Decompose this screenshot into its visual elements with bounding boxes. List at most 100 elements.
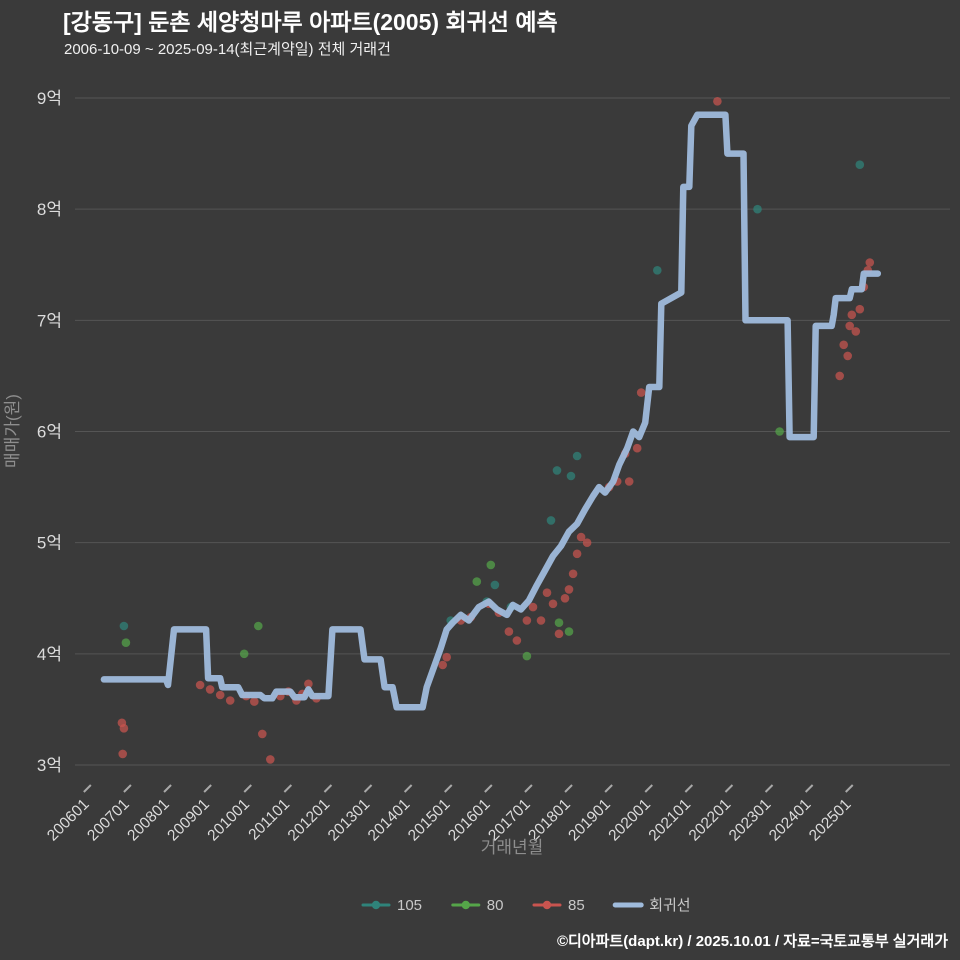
x-tick-label: 201001	[204, 796, 253, 845]
x-tick-label: 201301	[325, 796, 374, 845]
x-tick-mark	[123, 784, 132, 793]
data-point-85	[554, 629, 564, 639]
data-point-85	[205, 685, 215, 694]
data-point-85	[266, 755, 275, 764]
x-tick-mark	[524, 784, 533, 793]
y-tick-label: 3억	[37, 756, 62, 775]
legend-label: 80	[487, 897, 504, 914]
legend-label: 85	[568, 897, 585, 914]
x-tick-mark	[724, 784, 734, 793]
data-point-85	[843, 351, 852, 361]
y-tick-label: 6억	[37, 423, 62, 442]
data-point-85	[250, 697, 259, 706]
x-tick-label: 200601	[44, 796, 93, 845]
data-point-85	[855, 304, 865, 314]
y-axis-title: 매매가(원)	[3, 394, 22, 468]
x-axis-ticks: 2006012007012008012009012010012011012012…	[44, 784, 855, 845]
regression-line	[100, 111, 882, 711]
data-point-85	[845, 321, 854, 331]
x-tick-label: 202401	[766, 796, 815, 845]
data-point-85	[572, 549, 582, 559]
y-tick-label: 4억	[37, 645, 62, 664]
legend: 105 80 85 회귀선	[361, 897, 691, 914]
data-point-80	[239, 649, 249, 659]
legend-item-회귀선[interactable]: 회귀선	[612, 897, 691, 914]
data-point-80	[253, 621, 263, 631]
y-tick-label: 7억	[37, 311, 62, 330]
y-axis-ticks: 3억 4억 5억 6억 7억 8억 9억	[37, 89, 62, 775]
data-point-85	[225, 696, 235, 705]
legend-item-80[interactable]: 80	[451, 897, 504, 914]
data-point-85	[636, 388, 646, 397]
data-point-85	[438, 660, 448, 670]
x-tick-mark	[283, 784, 293, 793]
legend-label: 105	[397, 897, 422, 914]
data-point-105	[552, 466, 562, 475]
data-point-85	[442, 652, 452, 662]
x-tick-label: 202301	[726, 796, 775, 845]
data-point-85	[576, 532, 586, 542]
x-tick-label: 200701	[84, 796, 133, 845]
legend-item-105[interactable]: 105	[361, 897, 422, 914]
data-point-80	[775, 427, 784, 436]
x-tick-label: 201901	[565, 796, 614, 845]
data-point-85	[560, 594, 570, 603]
data-point-85	[548, 599, 558, 609]
y-tick-label: 9억	[37, 89, 62, 108]
x-tick-mark	[644, 784, 653, 793]
data-point-80	[564, 627, 574, 636]
data-point-105	[566, 471, 576, 481]
data-point-85	[624, 477, 634, 486]
x-tick-mark	[845, 784, 854, 793]
y-tick-label: 8억	[37, 200, 62, 219]
x-tick-mark	[243, 784, 252, 793]
x-tick-mark	[764, 784, 774, 793]
x-tick-label: 200901	[164, 796, 213, 845]
data-point-85	[839, 340, 848, 350]
footer-credit: ©디아파트(dapt.kr) / 2025.10.01 / 자료=국토교통부 실…	[557, 933, 948, 950]
data-point-85	[582, 538, 592, 547]
x-tick-label: 201401	[365, 796, 414, 845]
data-point-80	[522, 651, 532, 661]
x-tick-mark	[804, 784, 814, 793]
x-tick-label: 202501	[806, 796, 855, 845]
data-point-85	[215, 690, 225, 700]
data-point-105	[753, 204, 762, 214]
data-point-85	[119, 724, 129, 733]
data-point-105	[572, 451, 582, 461]
data-point-85	[504, 627, 514, 636]
legend-label: 회귀선	[649, 897, 690, 914]
data-point-85	[851, 327, 861, 336]
data-point-85	[564, 585, 574, 594]
data-point-85	[568, 569, 578, 579]
x-tick-mark	[684, 784, 694, 793]
data-point-85	[632, 443, 642, 453]
x-tick-label: 202201	[686, 796, 735, 845]
data-point-85	[542, 588, 552, 597]
data-point-85	[835, 371, 844, 381]
data-point-80	[472, 577, 482, 586]
x-axis-title: 거래년월	[481, 838, 544, 857]
data-point-85	[195, 680, 205, 690]
data-point-85	[118, 749, 127, 759]
data-point-80	[121, 638, 131, 647]
x-tick-mark	[484, 784, 493, 793]
page-subtitle: 2006-10-09 ~ 2025-09-14(최근계약일) 전체 거래건	[64, 41, 391, 58]
data-point-85	[258, 729, 267, 739]
x-tick-mark	[163, 784, 172, 793]
x-tick-mark	[323, 784, 333, 793]
x-tick-label: 201501	[405, 796, 454, 845]
legend-item-85[interactable]: 85	[532, 897, 585, 914]
data-point-105	[546, 516, 556, 525]
x-tick-mark	[564, 784, 573, 793]
x-tick-mark	[83, 784, 92, 793]
legend-marker-dot	[371, 900, 381, 910]
data-point-85	[536, 616, 546, 625]
x-tick-label: 202101	[646, 796, 695, 845]
x-tick-label: 202001	[605, 796, 654, 845]
series-80	[121, 427, 784, 661]
x-tick-label: 200801	[124, 796, 173, 845]
x-tick-mark	[363, 784, 373, 793]
data-point-85	[522, 616, 532, 625]
